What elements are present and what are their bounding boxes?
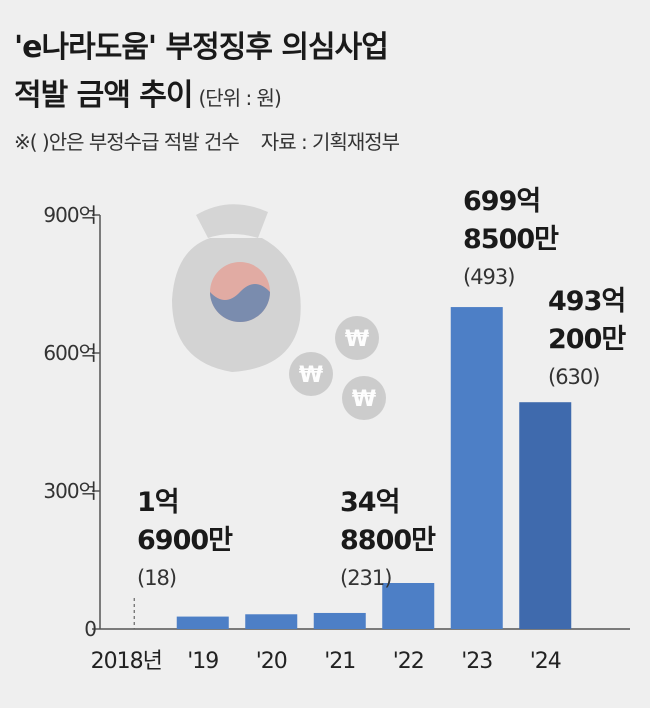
data-label-amount-line2: 8500만 <box>463 224 559 255</box>
data-label-count: (630) <box>548 365 600 389</box>
y-tick-label: 0 <box>84 617 96 641</box>
subtitle-text: 적발 금액 추이 <box>14 78 193 113</box>
money-bag-icon: ₩ ₩ ₩ <box>172 204 386 420</box>
bar <box>519 402 572 629</box>
bar <box>313 612 366 629</box>
x-tick-labels: 2018년 '19 '20 '21 '22 '23 '24 <box>91 649 562 674</box>
chart-bars <box>133 307 572 629</box>
data-label-amount-line1: 34억 <box>340 487 400 518</box>
bar <box>245 614 298 629</box>
bar <box>176 616 229 629</box>
data-label-amount-line2: 6900만 <box>137 525 233 556</box>
bar <box>382 583 435 629</box>
x-tick-label: '23 <box>461 649 492 674</box>
data-label-amount: 34억 8800만 <box>340 484 436 560</box>
note-line: ※( )안은 부정수급 적발 건수 자료 : 기획재정부 <box>14 126 400 155</box>
svg-text:₩: ₩ <box>352 387 376 412</box>
data-label-amount: 1억 6900만 <box>137 484 233 560</box>
x-tick-label: '22 <box>393 649 424 674</box>
source-label: 자료 : 기획재정부 <box>260 130 400 154</box>
data-label-amount-line2: 8800만 <box>340 525 436 556</box>
x-tick-label: 2018년 <box>91 649 162 674</box>
x-tick-label: '19 <box>187 649 218 674</box>
data-label-amount-line1: 493억 <box>548 286 626 317</box>
data-label-amount-line1: 1억 <box>137 487 180 518</box>
y-tick-label: 900억 <box>43 203 96 227</box>
chart-title: 'e나라도움' 부정징후 의심사업 <box>14 30 389 65</box>
data-label-count: (493) <box>463 265 515 289</box>
data-label-amount: 493억 200만 <box>548 283 626 359</box>
data-label-amount-line1: 699억 <box>463 186 541 217</box>
svg-text:₩: ₩ <box>345 327 369 352</box>
chart-subtitle: 적발 금액 추이 (단위 : 원) <box>14 70 282 114</box>
y-tick-label: 300억 <box>43 479 96 503</box>
x-tick-label: '24 <box>530 649 561 674</box>
data-label-count: (231) <box>340 566 392 590</box>
svg-text:₩: ₩ <box>299 363 323 388</box>
y-tick-label: 600억 <box>43 341 96 365</box>
unit-label: (단위 : 원) <box>198 86 282 110</box>
data-label-amount: 699억 8500만 <box>463 183 559 259</box>
data-label-amount-line2: 200만 <box>548 324 626 355</box>
data-label-count: (18) <box>137 566 177 590</box>
x-tick-label: '20 <box>256 649 287 674</box>
bar <box>450 307 503 629</box>
count-note: ※( )안은 부정수급 적발 건수 <box>14 130 240 154</box>
x-tick-label: '21 <box>324 649 355 674</box>
